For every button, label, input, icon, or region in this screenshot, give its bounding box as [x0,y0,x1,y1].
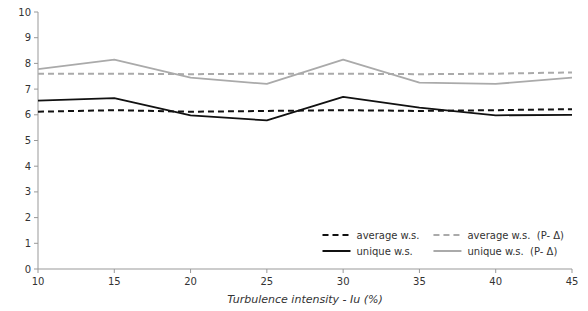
legend-swatch [323,250,351,252]
y-tick [34,89,38,90]
series-line [38,97,572,121]
axes: 0123456789101015202530354045 [18,7,578,288]
x-tick-label: 45 [566,276,579,287]
y-tick [34,12,38,13]
chart: 0123456789101015202530354045Turbulence i… [0,0,588,311]
x-tick [419,269,420,273]
y-tick-label: 9 [25,32,31,43]
x-tick [495,269,496,273]
y-tick-label: 8 [25,58,31,69]
x-tick-label: 35 [413,276,426,287]
lines [38,60,572,121]
x-tick-label: 25 [260,276,273,287]
legend-swatch [433,234,461,236]
y-tick-label: 3 [25,186,31,197]
y-tick [34,140,38,141]
legend-label: average w.s. [357,230,420,241]
series-line [38,60,572,84]
x-tick-label: 40 [489,276,502,287]
legend-item: unique w.s. (P- Δ) [433,246,557,257]
y-tick [34,269,38,270]
y-tick-label: 7 [25,84,31,95]
x-tick [572,269,573,273]
legend-swatch [433,250,461,252]
legend-label: average w.s. (P- Δ) [467,230,564,241]
y-tick-label: 0 [25,264,31,275]
y-tick [34,63,38,64]
x-tick-label: 15 [108,276,121,287]
y-tick-label: 2 [25,212,31,223]
x-tick [266,269,267,273]
legend-swatch [323,234,351,236]
y-tick [34,217,38,218]
y-tick [34,166,38,167]
y-tick-label: 1 [25,238,31,249]
x-axis-label: Turbulence intensity - Iu (%) [227,293,383,306]
x-tick [190,269,191,273]
x-tick-label: 10 [32,276,45,287]
x-axis-line [38,269,572,270]
legend-label: unique w.s. (P- Δ) [467,246,557,257]
y-tick-label: 5 [25,135,31,146]
y-tick-label: 6 [25,109,31,120]
legend-item: average w.s. [323,230,420,241]
x-tick [343,269,344,273]
x-tick-label: 30 [337,276,350,287]
y-tick [34,243,38,244]
x-tick [114,269,115,273]
x-tick-label: 20 [184,276,197,287]
background [0,0,588,311]
y-tick [34,114,38,115]
x-tick [38,269,39,273]
y-tick [34,191,38,192]
y-tick [34,37,38,38]
y-tick-label: 4 [25,161,31,172]
legend-label: unique w.s. [357,246,413,257]
legend: average w.s. average w.s. (P- Δ) unique w.… [323,230,565,257]
y-tick-label: 10 [18,7,31,18]
legend-item: average w.s. (P- Δ) [433,230,564,241]
legend-item: unique w.s. [323,246,413,257]
